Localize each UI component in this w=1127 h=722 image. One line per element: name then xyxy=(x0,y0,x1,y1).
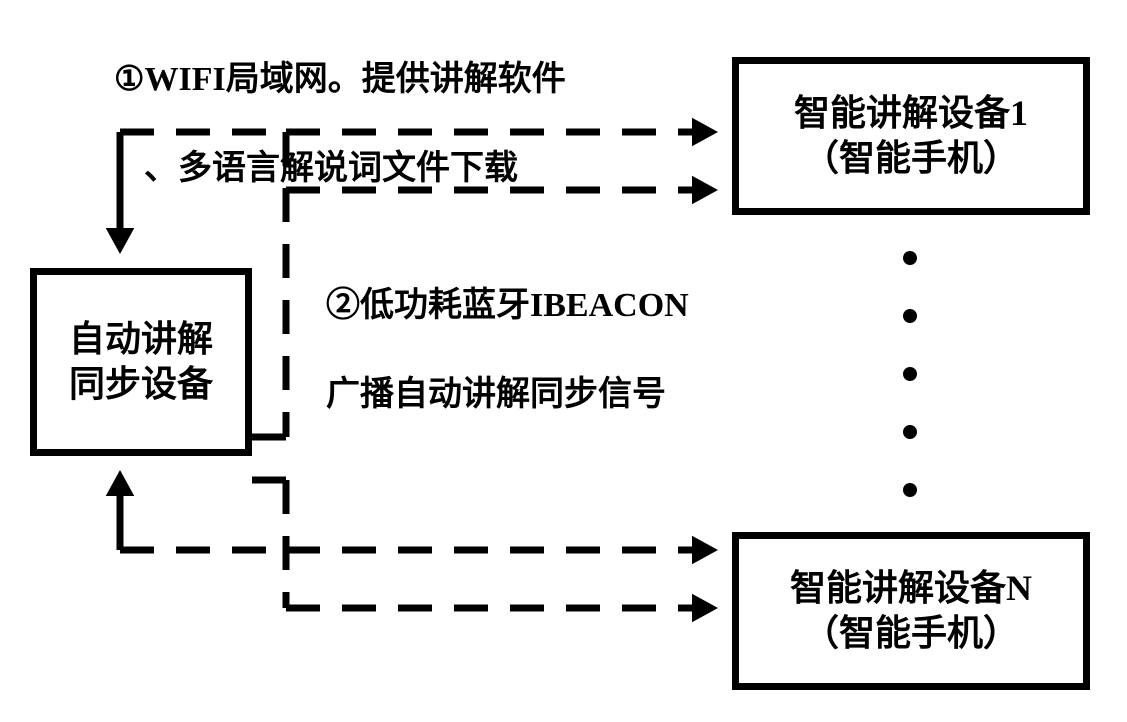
label-wifi-line1: ①WIFI局域网。提供讲解软件 xyxy=(114,61,566,98)
label-ble-line2: 广播自动讲解同步信号 xyxy=(326,376,666,413)
box-sync-device: 自动讲解 同步设备 xyxy=(30,268,252,456)
box-device-1: 智能讲解设备1 （智能手机） xyxy=(732,57,1090,215)
box-sync-line2: 同步设备 xyxy=(69,362,213,407)
box-device-1-line1: 智能讲解设备1 xyxy=(794,91,1028,136)
label-wifi-line2: 、多语言解说词文件下载 xyxy=(114,150,518,187)
box-device-n-line1: 智能讲解设备N xyxy=(790,566,1032,611)
box-device-1-line2: （智能手机） xyxy=(803,136,1019,181)
box-device-n-line2: （智能手机） xyxy=(803,611,1019,656)
label-wifi: ①WIFI局域网。提供讲解软件 、多语言解说词文件下载 xyxy=(80,14,566,235)
diagram-canvas: 自动讲解 同步设备 智能讲解设备1 （智能手机） 智能讲解设备N （智能手机） … xyxy=(0,0,1127,722)
box-sync-line1: 自动讲解 xyxy=(69,317,213,362)
label-ble: ②低功耗蓝牙IBEACON 广播自动讲解同步信号 xyxy=(292,240,689,461)
box-device-n: 智能讲解设备N （智能手机） xyxy=(732,532,1090,690)
label-ble-line1: ②低功耗蓝牙IBEACON xyxy=(326,287,689,324)
